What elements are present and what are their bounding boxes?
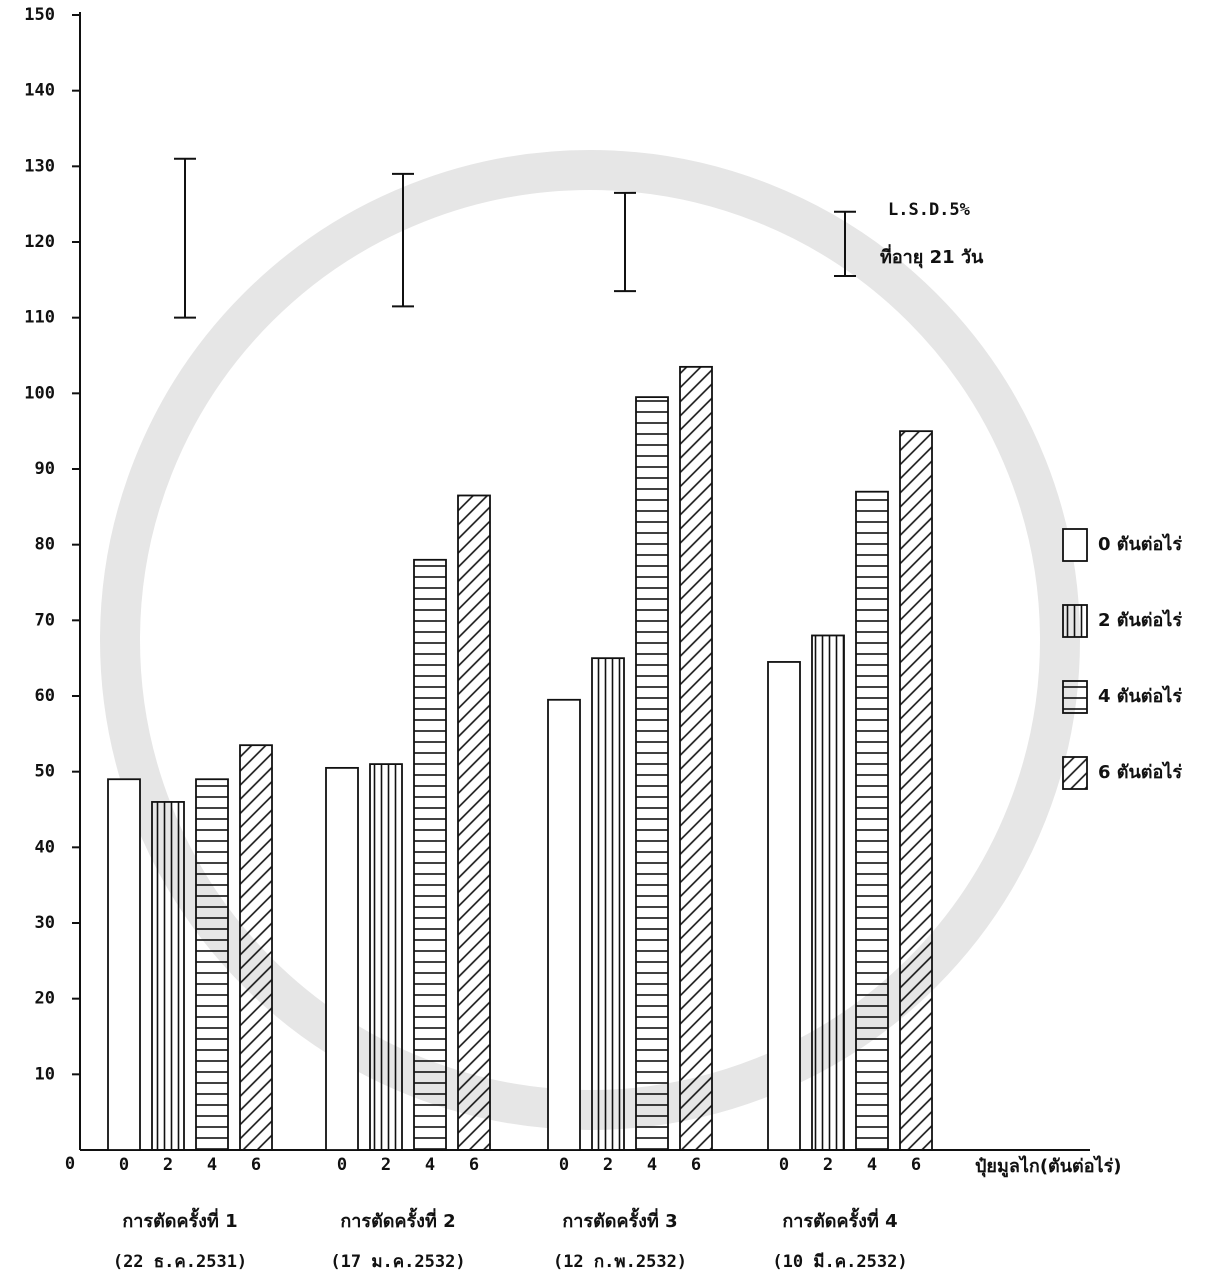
x-tick-label: 4: [425, 1155, 435, 1175]
bar: [152, 802, 184, 1150]
x-tick-label: 6: [251, 1155, 261, 1175]
x-tick-label: 4: [207, 1155, 217, 1175]
bar: [370, 764, 402, 1150]
legend-swatch: [1063, 757, 1087, 789]
y-tick-label: 110: [24, 308, 55, 328]
x-tick-label: 4: [647, 1155, 657, 1175]
y-tick-label: 10: [35, 1064, 55, 1084]
group-date: (22 ธ.ค.2531): [113, 1252, 247, 1272]
bar: [414, 560, 446, 1150]
legend-label: 0 ตันต่อไร่: [1098, 533, 1182, 555]
legend-label: 4 ตันต่อไร่: [1098, 685, 1182, 707]
y-tick-label: 20: [35, 989, 55, 1009]
x-tick-label: 2: [603, 1155, 613, 1175]
legend-swatch: [1063, 529, 1087, 561]
y-tick-label: 50: [35, 762, 55, 782]
bar: [856, 492, 888, 1150]
group-label: การตัดครั้งที่ 2: [340, 1207, 455, 1232]
bar: [240, 745, 272, 1150]
y-tick-label: 70: [35, 610, 55, 630]
x-tick-label: 2: [381, 1155, 391, 1175]
bar: [458, 495, 490, 1150]
y-tick-label: 60: [35, 686, 55, 706]
bar: [108, 779, 140, 1150]
lsd-note: ที่อายุ 21 วัน: [880, 244, 984, 269]
bar: [900, 431, 932, 1150]
y-tick-label: 150: [24, 5, 55, 25]
y-tick-label: 140: [24, 81, 55, 101]
bar: [768, 662, 800, 1150]
group-date: (17 ม.ค.2532): [330, 1252, 465, 1272]
legend-label: 2 ตันต่อไร่: [1098, 609, 1182, 631]
x-tick-label: 2: [163, 1155, 173, 1175]
x-tick-label: 0: [779, 1155, 789, 1175]
y-tick-label: 100: [24, 383, 55, 403]
bar: [636, 397, 668, 1150]
group-label: การตัดครั้งที่ 1: [122, 1207, 237, 1232]
group-date: (10 มี.ค.2532): [772, 1251, 907, 1272]
y-tick-label: 40: [35, 837, 55, 857]
x-tick-label: 6: [691, 1155, 701, 1175]
x-tick-label: 2: [823, 1155, 833, 1175]
x-tick-label: 0: [559, 1155, 569, 1175]
y-tick-label: 90: [35, 459, 55, 479]
y-tick-label: 30: [35, 913, 55, 933]
error-bar: [614, 193, 636, 291]
bar: [592, 658, 624, 1150]
x-tick-label: 4: [867, 1155, 877, 1175]
group-label: การตัดครั้งที่ 4: [782, 1207, 897, 1232]
y-tick-label: 120: [24, 232, 55, 252]
y-tick-label: 0: [65, 1154, 75, 1174]
y-tick-label: 130: [24, 156, 55, 176]
group-label: การตัดครั้งที่ 3: [562, 1207, 677, 1232]
group-date: (12 ก.พ.2532): [553, 1252, 687, 1272]
x-tick-label: 6: [911, 1155, 921, 1175]
bar: [680, 367, 712, 1150]
error-bar: [174, 159, 196, 318]
chart: L.S.D.5% ที่อายุ 21 วัน ปุ๋ยมูลไก(ตันต่อ…: [0, 0, 1219, 1283]
x-tick-label: 0: [119, 1155, 129, 1175]
legend-swatch: [1063, 681, 1087, 713]
x-tick-label: 6: [469, 1155, 479, 1175]
legend-swatch: [1063, 605, 1087, 637]
x-tick-label: 0: [337, 1155, 347, 1175]
bar: [812, 635, 844, 1150]
x-axis-label: ปุ๋ยมูลไก(ตันต่อไร่): [975, 1155, 1122, 1178]
bar: [326, 768, 358, 1150]
y-tick-label: 80: [35, 535, 55, 555]
bar: [196, 779, 228, 1150]
bar: [548, 700, 580, 1150]
legend-label: 6 ตันต่อไร่: [1098, 761, 1182, 783]
lsd-label: L.S.D.5%: [888, 200, 971, 220]
